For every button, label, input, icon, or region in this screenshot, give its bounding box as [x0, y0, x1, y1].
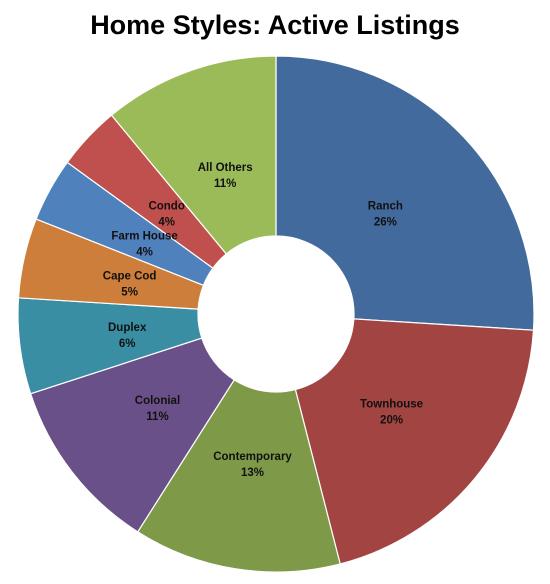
slice-label-ranch: Ranch 26% — [368, 200, 403, 228]
slice-townhouse — [294, 318, 535, 565]
slice-ranch — [275, 55, 535, 331]
slice-label-contemporary: Contemporary 13% — [213, 451, 292, 479]
chart-title: Home Styles: Active Listings — [90, 10, 460, 40]
slice-label-cape-cod: Cape Cod 5% — [103, 270, 157, 298]
slice-colonial — [29, 337, 236, 533]
slice-label-farm-house: Farm House 4% — [111, 231, 177, 259]
chart-labels: Ranch 26% Townhouse 20% Contemporary 13% Colon… — [103, 162, 423, 479]
slice-label-townhouse: Townhouse 20% — [360, 399, 423, 427]
slice-all-others — [110, 55, 277, 255]
slice-label-duplex: Duplex 6% — [108, 322, 147, 350]
slice-label-all-others: All Others 11% — [198, 162, 253, 190]
slice-label-colonial: Colonial 11% — [135, 395, 180, 423]
slice-contemporary — [136, 379, 341, 573]
chart-slices — [17, 55, 535, 573]
slice-label-condo: Condo 4% — [148, 200, 184, 228]
